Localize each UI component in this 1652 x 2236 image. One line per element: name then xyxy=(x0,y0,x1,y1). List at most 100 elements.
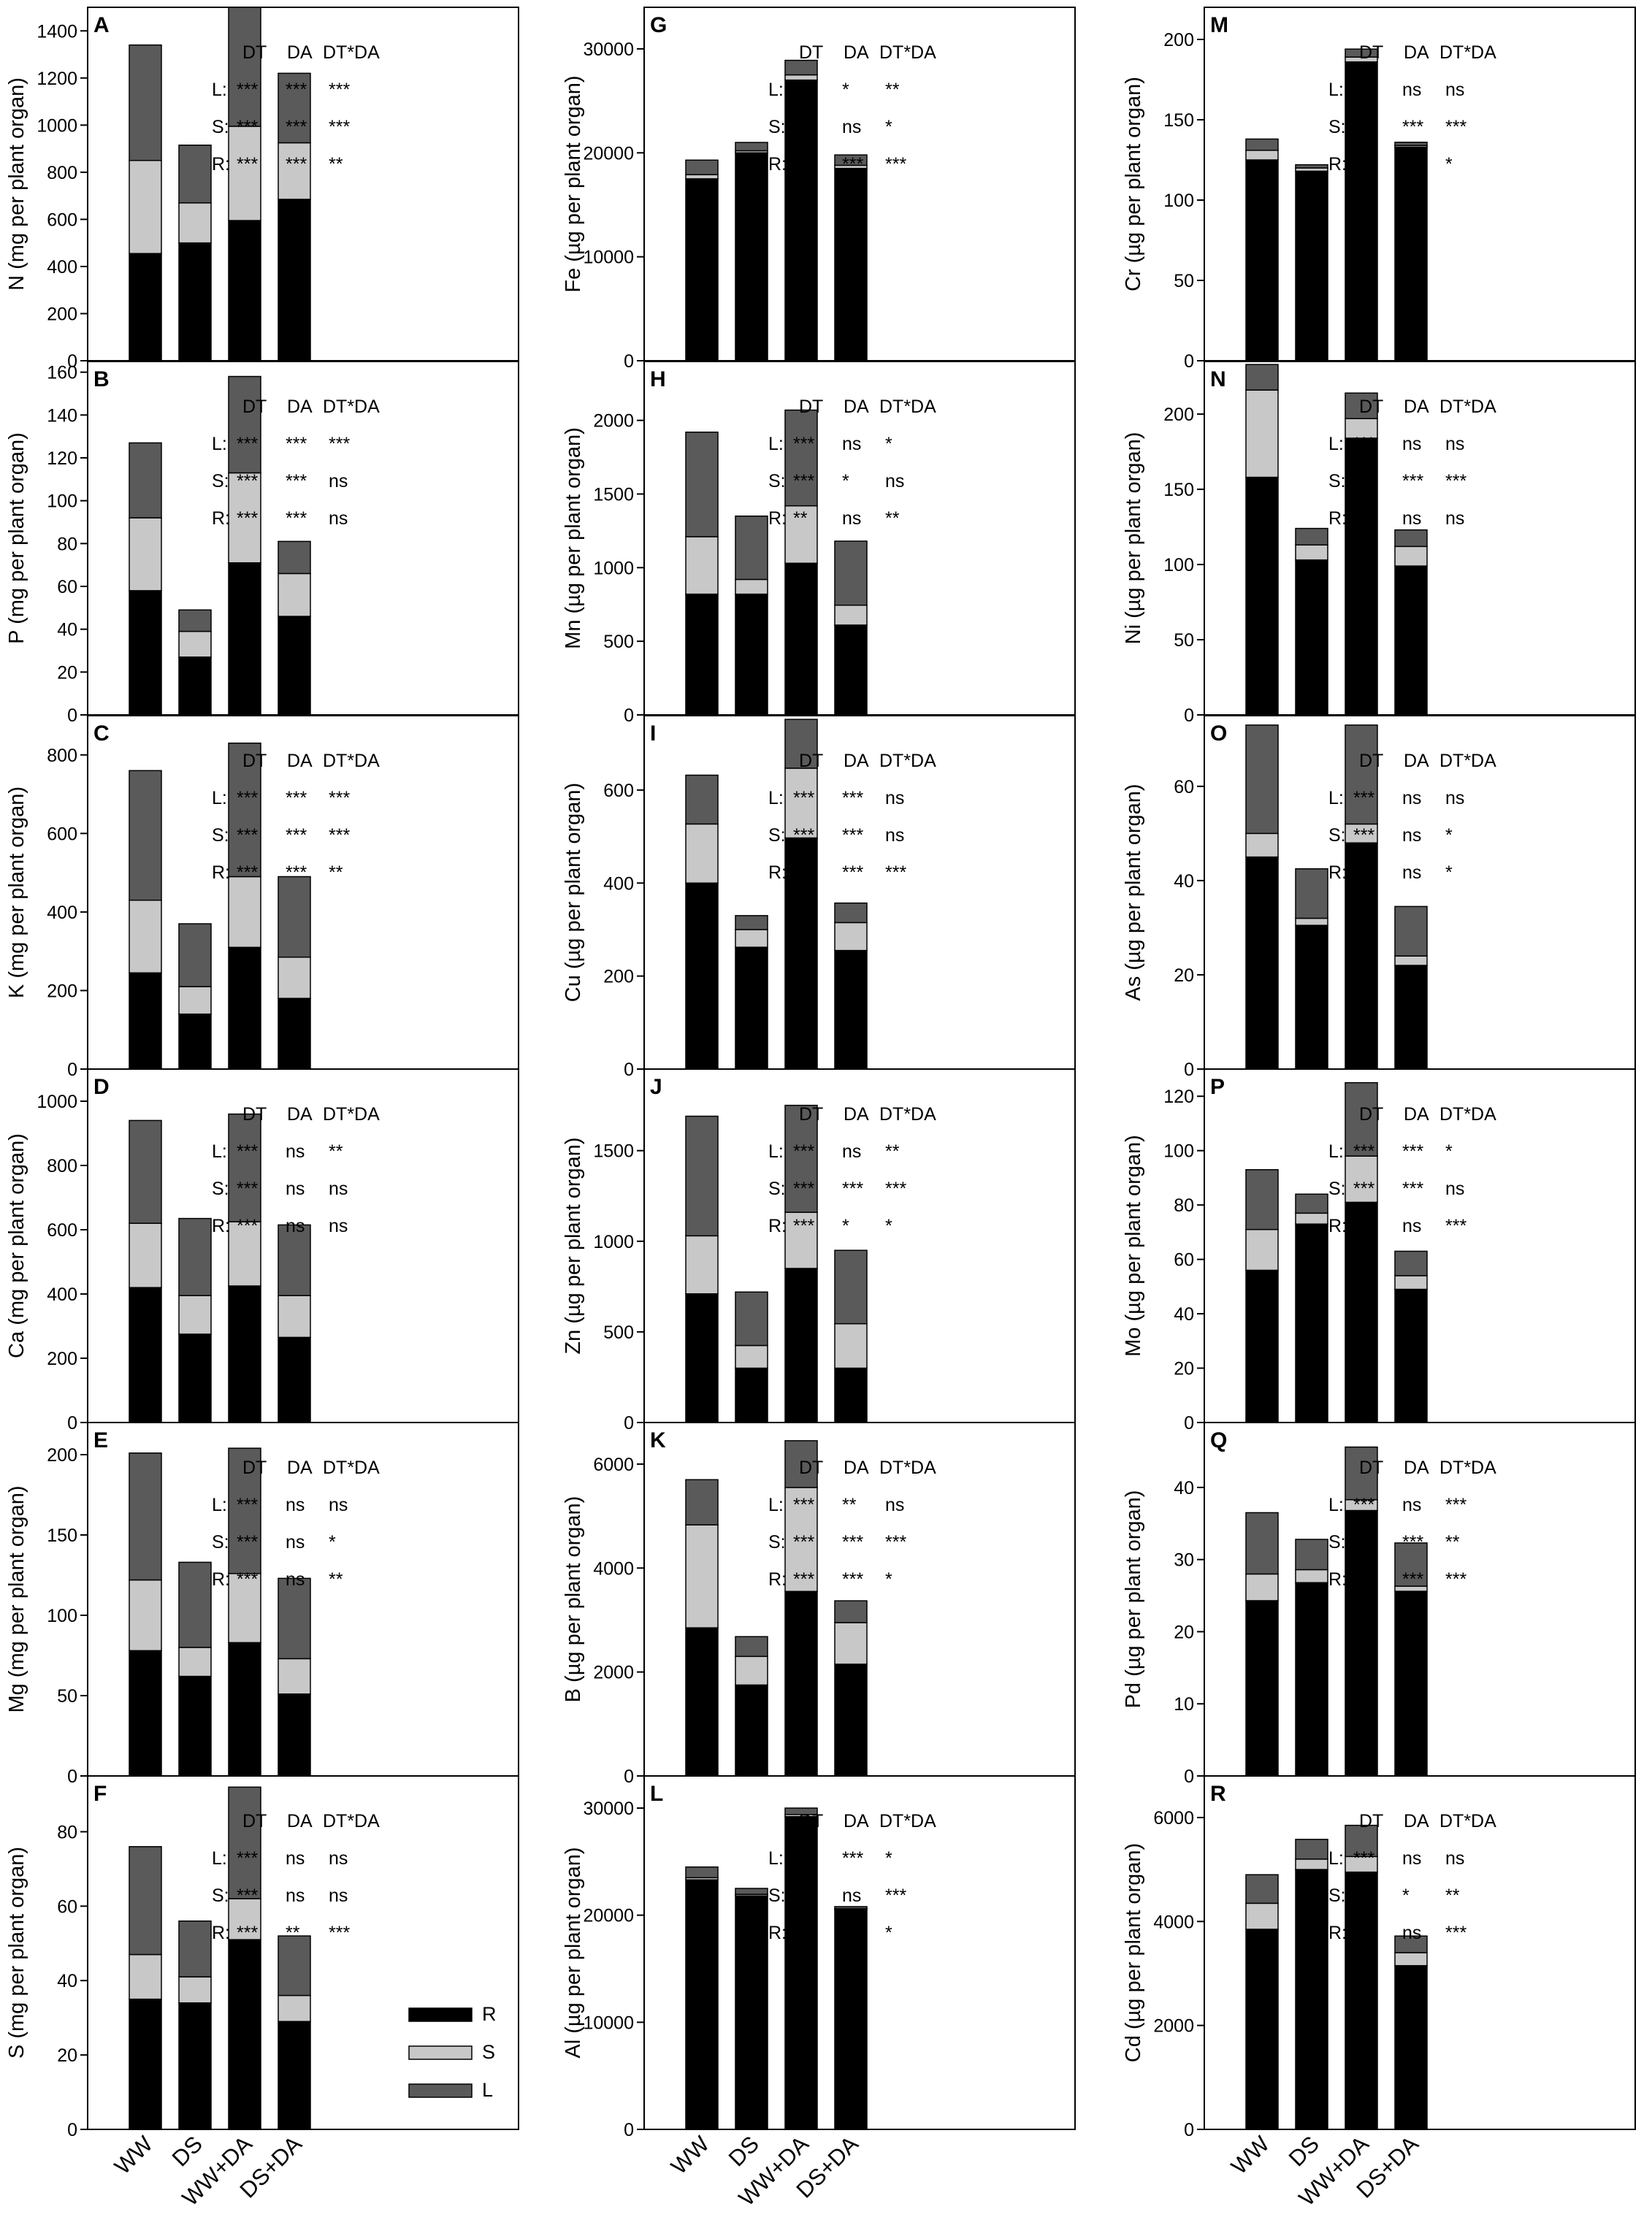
stat-header: DT*DA xyxy=(323,42,380,63)
stat-header: DA xyxy=(1404,397,1429,417)
y-tick-label: 20 xyxy=(1174,1622,1194,1642)
bar-r-ds-da xyxy=(1394,1590,1428,1777)
bar-l-ds xyxy=(178,145,212,204)
stat-organ: L: xyxy=(212,1848,227,1869)
stat-organ: R: xyxy=(212,1923,230,1943)
x-category-label: DS xyxy=(724,2131,764,2171)
stat-organ: L: xyxy=(212,80,227,100)
stat-organ: L: xyxy=(768,1495,784,1515)
stat-dtda: ns xyxy=(1445,788,1464,808)
stat-organ: R: xyxy=(212,1216,230,1236)
bar-r-ww-da xyxy=(784,1268,818,1423)
stat-dtda: * xyxy=(1445,825,1453,846)
stat-header: DT*DA xyxy=(1439,42,1496,63)
stat-dt: *** xyxy=(1353,1179,1374,1199)
y-tick-label: 30000 xyxy=(583,39,634,60)
y-tick-label: 0 xyxy=(624,351,634,372)
bar-l-ds xyxy=(178,1217,212,1296)
y-tick-label: 0 xyxy=(1184,1060,1194,1080)
y-tick-label: 0 xyxy=(624,1766,634,1787)
y-tick-label: 0 xyxy=(1184,1766,1194,1787)
stat-organ: S: xyxy=(1328,1179,1346,1199)
stat-da: ns xyxy=(286,1848,305,1869)
y-tick-label: 80 xyxy=(57,1822,77,1842)
y-tick-label: 0 xyxy=(67,705,77,726)
bar-r-ds xyxy=(178,656,212,716)
y-tick-label: 200 xyxy=(47,981,77,1001)
bar-l-ds-da xyxy=(834,1906,868,1910)
panel-c: C 0 200 400 600 800 K (mg per plant organ) DT DA… xyxy=(5,715,519,1080)
stat-header: DT xyxy=(799,42,823,63)
stat-dt: *** xyxy=(1353,80,1374,100)
bar-l-ww-da xyxy=(1345,1446,1378,1501)
y-tick-label: 500 xyxy=(603,1322,634,1343)
stat-dt: *** xyxy=(1353,471,1374,491)
stat-dtda: *** xyxy=(1445,1216,1466,1236)
stat-dt: *** xyxy=(793,1569,814,1590)
stat-dt: ** xyxy=(1353,1569,1368,1590)
bar-r-ww xyxy=(1245,476,1279,716)
stat-organ: S: xyxy=(212,471,229,491)
x-category-label: WW xyxy=(1226,2131,1275,2180)
stat-organ: R: xyxy=(768,154,787,175)
bar-r-ww xyxy=(685,1627,719,1777)
stat-header: DA xyxy=(1404,1458,1429,1478)
stat-dt: *** xyxy=(793,1532,814,1552)
stat-da: ns xyxy=(286,1885,305,1906)
panel-q: Q 0 10 20 30 40 Pd (µg per plant organ) DT DA DT*… xyxy=(1122,1422,1636,1787)
panel-label: L xyxy=(650,1782,663,1806)
stat-organ: S: xyxy=(1328,117,1346,137)
stat-header: DT xyxy=(799,751,823,771)
bar-r-ds-da xyxy=(278,616,311,716)
stat-organ: R: xyxy=(1328,1216,1347,1236)
bar-s-ww xyxy=(685,174,719,180)
stat-dtda: ** xyxy=(329,1141,343,1162)
stat-organ: L: xyxy=(212,788,227,808)
y-tick-label: 600 xyxy=(47,824,77,844)
y-tick-label: 0 xyxy=(1184,351,1194,372)
bar-r-ww-da xyxy=(1345,1201,1378,1423)
stat-dtda: ns xyxy=(1445,1179,1464,1199)
y-tick-label: 0 xyxy=(67,1766,77,1787)
bar-s-ww xyxy=(685,1524,719,1628)
bar-r-ww xyxy=(1245,856,1279,1070)
bar-l-ww-da xyxy=(784,1440,818,1488)
bar-s-ww-da xyxy=(228,1573,261,1644)
bar-l-ww xyxy=(685,432,719,537)
bar-l-ds xyxy=(1295,164,1328,169)
stat-organ: R: xyxy=(768,1216,787,1236)
stat-organ: L: xyxy=(768,434,784,454)
stat-dt: *** xyxy=(1353,1885,1374,1906)
y-tick-label: 0 xyxy=(1184,705,1194,726)
bar-r-ds-da xyxy=(278,199,311,361)
bar-l-ds-da xyxy=(834,1600,868,1623)
stat-da: *** xyxy=(286,825,307,846)
stat-dtda: * xyxy=(329,1532,336,1552)
y-tick-label: 40 xyxy=(57,1971,77,1991)
stat-header: DT*DA xyxy=(323,1104,380,1125)
bar-s-ww xyxy=(1245,832,1279,858)
bar-s-ds-da xyxy=(1394,545,1428,567)
y-tick-label: 400 xyxy=(47,257,77,277)
stat-organ: R: xyxy=(212,154,230,175)
stat-header: DA xyxy=(287,751,313,771)
bar-r-ds xyxy=(735,1895,768,2130)
bar-r-ds xyxy=(735,152,768,361)
stat-dtda: * xyxy=(885,1216,892,1236)
stat-da: ns xyxy=(1402,788,1421,808)
bar-r-ds-da xyxy=(278,2021,311,2130)
stat-da: ns xyxy=(286,1569,305,1590)
bar-s-ww-da xyxy=(228,472,261,564)
bar-l-ds-da xyxy=(1394,1250,1428,1276)
stat-header: DA xyxy=(844,1104,869,1125)
bar-l-ds xyxy=(735,516,768,581)
panel-a: A 0 200 400 600 800 1000 1200 1400 N (mg per plan… xyxy=(5,7,519,372)
y-tick-label: 500 xyxy=(603,632,634,652)
bar-l-ds xyxy=(1295,1193,1328,1214)
y-axis-label: N (mg per plant organ) xyxy=(5,77,28,291)
bar-l-ww-da xyxy=(228,1447,261,1574)
y-tick-label: 20 xyxy=(1174,1359,1194,1379)
bar-s-ds-da xyxy=(278,1295,311,1339)
stat-organ: S: xyxy=(768,471,786,491)
y-tick-label: 1500 xyxy=(593,1141,634,1162)
